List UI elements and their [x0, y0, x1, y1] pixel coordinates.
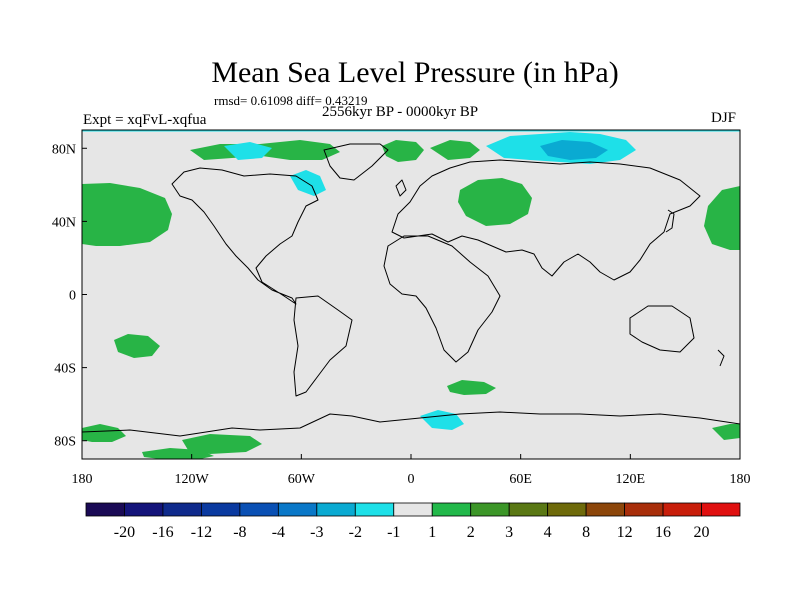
colorbar-label: -8: [233, 524, 246, 541]
coastline-greenland: [323, 143, 389, 181]
map-title: Mean Sea Level Pressure (in hPa): [211, 56, 619, 89]
lon-tick-label: 120E: [616, 472, 646, 487]
colorbar-label: -2: [349, 524, 362, 541]
colorbar-swatch: [393, 502, 433, 517]
coastline-japan: [665, 209, 675, 233]
lon-tick-label: 60E: [509, 472, 532, 487]
colorbar-swatch: [316, 502, 356, 517]
coastline-antarctica: [81, 411, 741, 437]
colorbar-label: -4: [272, 524, 285, 541]
lat-tick-label: 40S: [54, 362, 76, 377]
colorbar-label: -20: [114, 524, 135, 541]
colorbar-swatch: [662, 502, 702, 517]
colorbar: -20 -16 -12 -8 -4 -3 -2 -1 1 2 3 4 8 12 16 20: [85, 502, 741, 541]
colorbar-label: -3: [310, 524, 323, 541]
lat-tick-label: 0: [69, 289, 76, 304]
period-label: 2556kyr BP - 0000kyr BP: [322, 104, 479, 120]
colorbar-label: 3: [505, 524, 513, 541]
colorbar-swatch: [585, 502, 625, 517]
lat-tick-label: 80N: [52, 142, 76, 157]
map-background: [82, 130, 740, 459]
colorbar-swatch: [162, 502, 202, 517]
lat-tick-label: 40N: [52, 215, 76, 230]
season-label: DJF: [711, 110, 737, 126]
anomaly-positive-siberia: [430, 140, 480, 160]
coastline-africa: [383, 235, 501, 363]
colorbar-swatch: [85, 502, 125, 517]
lat-tick-label: 80S: [54, 435, 76, 450]
colorbar-label: 8: [582, 524, 590, 541]
anomaly-positive-northwest-pacific: [704, 186, 740, 250]
coastlines: [81, 143, 741, 437]
map-axes: 80N 40N 0 40S 80S 180 120W 60W 0 60E 120E 180: [52, 142, 751, 487]
colorbar-label: 20: [694, 524, 710, 541]
lon-tick-label: 120W: [175, 472, 210, 487]
colorbar-label: -12: [191, 524, 212, 541]
anomaly-negative-arctic-core: [540, 140, 608, 160]
colorbar-label: 1: [428, 524, 436, 541]
colorbar-label: 16: [655, 524, 671, 541]
coastline-europe-asia: [391, 159, 701, 281]
coastline-south-america: [293, 295, 353, 397]
anomaly-negative-canadian-arctic: [224, 142, 272, 160]
colorbar-swatch: [701, 502, 741, 517]
anomaly-positive-antarctic-west: [82, 424, 126, 442]
anomaly-positive-antarctic-ross: [182, 434, 262, 454]
anomaly-positive-south-indian: [447, 380, 496, 395]
lon-tick-label: 180: [72, 472, 93, 487]
experiment-label: Expt = xqFvL-xqfua: [83, 112, 207, 128]
colorbar-swatch: [470, 502, 510, 517]
coastline-new-zealand: [717, 349, 725, 367]
colorbar-swatch: [124, 502, 164, 517]
anomaly-positive-antarctic-east: [712, 424, 740, 440]
colorbar-swatch: [201, 502, 241, 517]
anomaly-positive-central-asia: [458, 178, 532, 226]
stats-label: rmsd= 0.61098 diff= 0.43219: [214, 93, 368, 108]
colorbar-swatch: [508, 502, 549, 517]
colorbar-label: -16: [152, 524, 173, 541]
colorbar-swatch: [239, 502, 279, 517]
colorbar-swatch: [547, 502, 587, 517]
anomaly-positive-south-pacific: [114, 334, 160, 358]
anomaly-positive-antarctic-pacific: [142, 448, 214, 459]
lon-tick-label: 180: [730, 472, 751, 487]
anomaly-positive-north-pacific: [82, 183, 172, 246]
colorbar-swatch: [277, 502, 318, 517]
lon-tick-label: 60W: [288, 472, 316, 487]
coastline-uk: [395, 179, 407, 197]
colorbar-label: 4: [544, 524, 552, 541]
colorbar-label: 12: [617, 524, 633, 541]
colorbar-swatch: [354, 502, 395, 517]
map-panel: [81, 129, 741, 460]
colorbar-swatch: [624, 502, 664, 517]
colorbar-label: 2: [467, 524, 475, 541]
coastline-australia: [629, 305, 695, 353]
coastline-north-america: [171, 167, 319, 305]
anomaly-positive-greenland-sea: [382, 140, 424, 162]
lon-tick-label: 0: [408, 472, 415, 487]
colorbar-label: -1: [387, 524, 400, 541]
colorbar-swatch: [431, 502, 472, 517]
